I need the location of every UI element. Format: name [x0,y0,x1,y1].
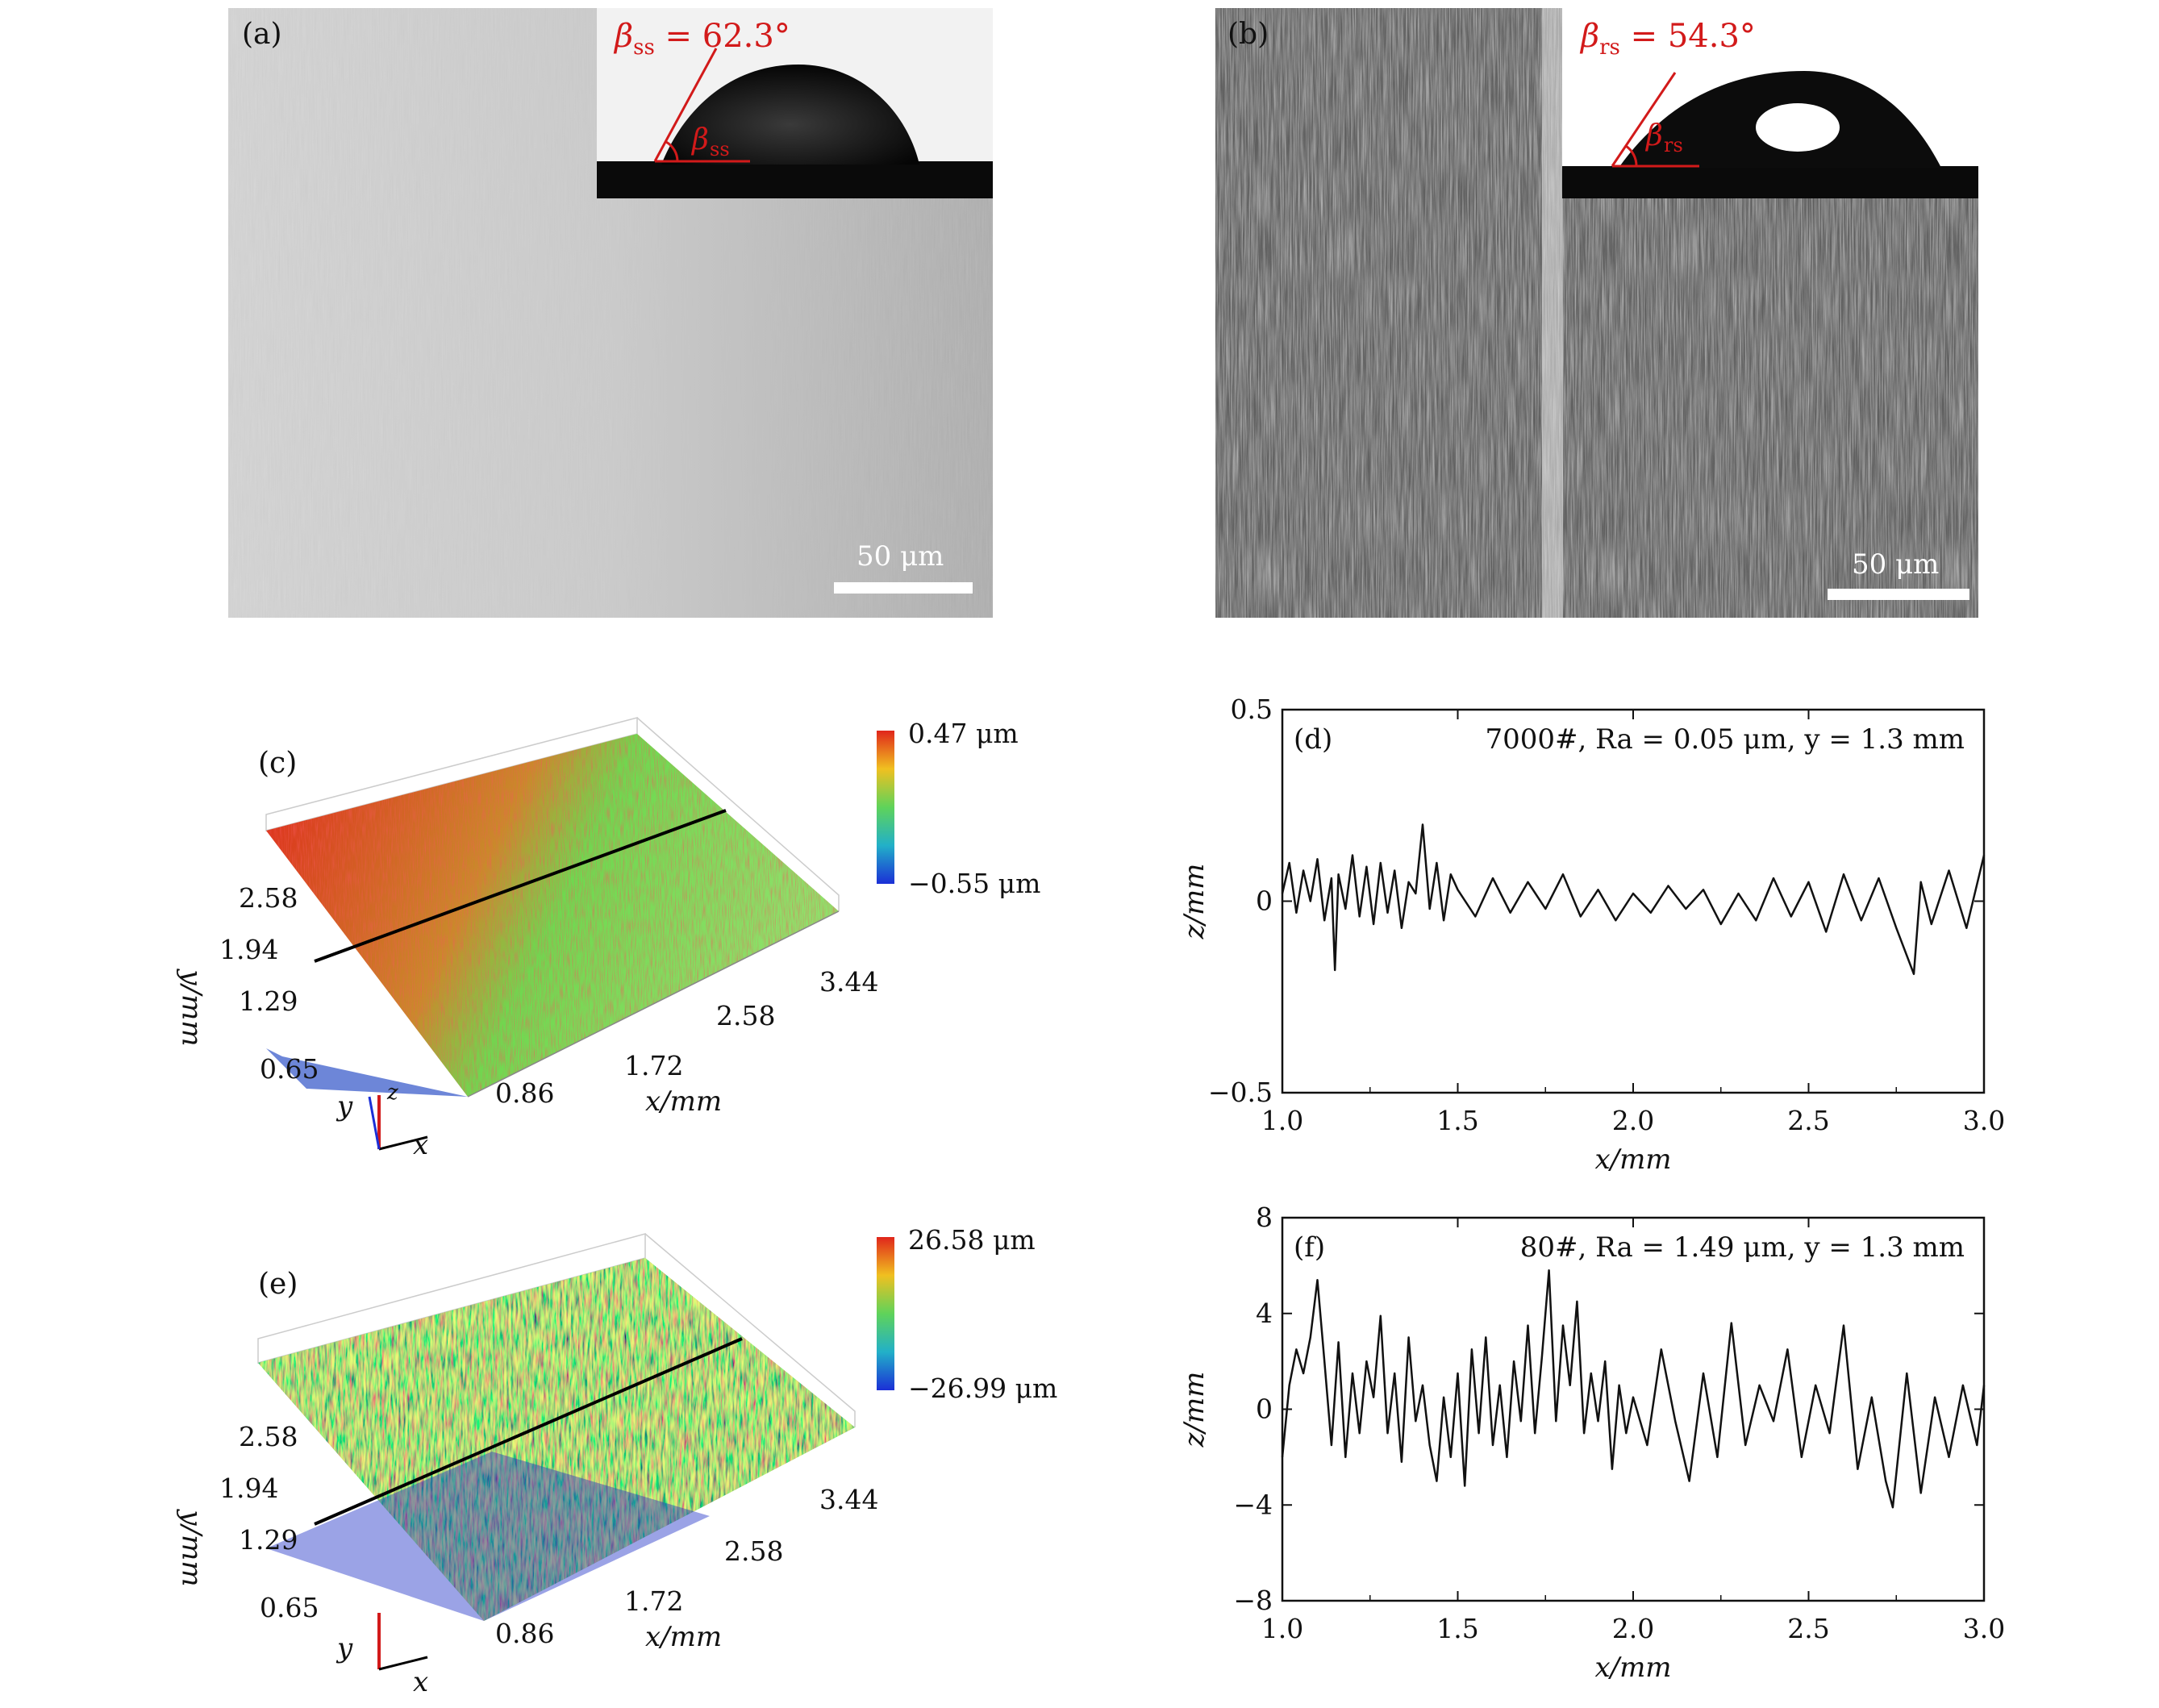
y-tick-label-f-1: −4 [1233,1489,1273,1520]
x-tick-label-f-4: 3.0 [1963,1613,2005,1644]
beta-sub-b: rs [1599,35,1620,60]
scale-bar-b [1828,589,1969,600]
x-tick-label-f-2: 2.0 [1612,1613,1654,1644]
x-axis-label-e: x/mm [645,1621,723,1653]
y-tick-c-1: 1.29 [239,985,298,1017]
x-tick-c-0: 0.86 [495,1077,555,1109]
annotation-f: 80#, Ra = 1.49 μm, y = 1.3 mm [1520,1231,1965,1264]
panel-label-f: (f) [1294,1231,1325,1264]
contact-angle-b: βrs = 54.3° [1581,18,1756,60]
x-tick-label-d-1: 1.5 [1436,1105,1478,1136]
x-tick-label-d-2: 2.0 [1612,1105,1654,1136]
y-tick-label-f-2: 0 [1256,1393,1273,1425]
scale-text-a: 50 μm [857,540,944,573]
surface-plot-c [265,717,840,1151]
angle-value-b: = 54.3° [1619,18,1756,55]
axis-y-mini-c: y [337,1090,353,1123]
droplet-shape-b: β rs [1562,71,1978,198]
series-line-f-0 [1281,1269,1986,1509]
plot-frame-d [1281,708,1986,1094]
scale-text-b: 50 μm [1852,548,1940,581]
profile-chart-f: 1.0 1.5 2.0 2.5 3.0 −8 −4 0 4 8 x/mm z/mm (f) 80#, Ra… [1178,1202,2005,1684]
plot-frame-f [1281,1216,1986,1602]
y-axis-label-c: y/mm [175,969,208,1047]
x-tick-e-1: 1.72 [624,1585,684,1617]
y-tick-c-2: 1.94 [219,934,279,965]
y-tick-e-3: 2.58 [239,1421,298,1452]
y-tick-label-f-4: 8 [1256,1202,1273,1233]
x-tick-label-d-4: 3.0 [1963,1105,2005,1136]
svg-text:β: β [1644,119,1663,152]
x-tick-label-f-3: 2.5 [1787,1613,1829,1644]
svg-text:β: β [690,123,709,156]
y-tick-label-d-0: −0.5 [1208,1077,1273,1108]
y-tick-e-0: 0.65 [260,1592,319,1623]
x-tick-label-f-0: 1.0 [1261,1613,1303,1644]
y-axis-label-f: z/mm [1178,1372,1211,1448]
colorbar-min-e: −26.99 μm [908,1373,1058,1404]
svg-text:ss: ss [710,138,730,160]
contact-angle-a: βss = 62.3° [615,18,790,60]
colorbar-max-c: 0.47 μm [908,718,1019,749]
x-tick-e-3: 3.44 [819,1484,879,1515]
y-axis-label-d: z/mm [1178,864,1211,940]
x-axis-label-c: x/mm [645,1085,723,1118]
svg-text:rs: rs [1664,134,1683,156]
surface-plot-e [257,1233,856,1671]
profile-chart-d: 1.0 1.5 2.0 2.5 3.0 −0.5 0 0.5 x/mm z/mm (d) 7000#,… [1178,694,2005,1176]
axis-y-mini-e: y [337,1632,353,1664]
axis-x-mini-e: x [413,1666,429,1698]
x-tick-c-1: 1.72 [624,1050,684,1081]
y-tick-label-d-1: 0 [1256,885,1273,917]
panel-label-d: (d) [1294,723,1332,756]
y-tick-label-f-3: 4 [1256,1298,1273,1329]
x-tick-label-f-1: 1.5 [1436,1613,1478,1644]
x-tick-e-2: 2.58 [724,1535,784,1567]
x-tick-e-0: 0.86 [495,1618,555,1649]
x-tick-c-3: 3.44 [819,966,879,998]
axis-z-mini-c: z [387,1081,398,1105]
x-axis-label-f: x/mm [1594,1652,1671,1684]
colorbar-c [877,731,894,884]
droplet-inset-b: β rs [1562,8,1978,198]
droplet-inset-a: β ss [597,8,993,198]
panel-label-c: (c) [258,747,298,780]
panel-label-e: (e) [258,1268,298,1301]
colorbar-min-c: −0.55 μm [908,868,1041,899]
droplet-shape-a: β ss [597,48,993,198]
panel-label-b: (b) [1227,18,1269,51]
scale-bar-a [834,582,973,594]
y-tick-e-2: 1.94 [219,1473,279,1504]
y-tick-label-d-2: 0.5 [1231,694,1273,725]
x-axis-label-d: x/mm [1594,1144,1671,1176]
y-axis-label-e: y/mm [175,1510,208,1587]
beta-symbol-a: β [615,18,634,55]
axis-x-mini-c: x [413,1129,429,1161]
series-line-d-0 [1281,823,1986,976]
x-tick-label-d-3: 2.5 [1787,1105,1829,1136]
y-tick-c-0: 0.65 [260,1053,319,1085]
angle-value-a: = 62.3° [654,18,790,55]
annotation-d: 7000#, Ra = 0.05 μm, y = 1.3 mm [1485,723,1965,756]
surface-3d-e [145,1210,871,1685]
beta-symbol-b: β [1581,18,1600,55]
y-tick-e-1: 1.29 [239,1524,298,1556]
y-tick-label-f-0: −8 [1233,1585,1273,1616]
colorbar-e [877,1237,894,1390]
colorbar-max-e: 26.58 μm [908,1224,1036,1256]
x-tick-c-2: 2.58 [716,1000,776,1031]
beta-sub-a: ss [633,35,655,60]
x-tick-label-d-0: 1.0 [1261,1105,1303,1136]
y-tick-c-3: 2.58 [239,882,298,914]
surface-3d-c [145,710,871,1161]
panel-label-a: (a) [242,18,282,51]
